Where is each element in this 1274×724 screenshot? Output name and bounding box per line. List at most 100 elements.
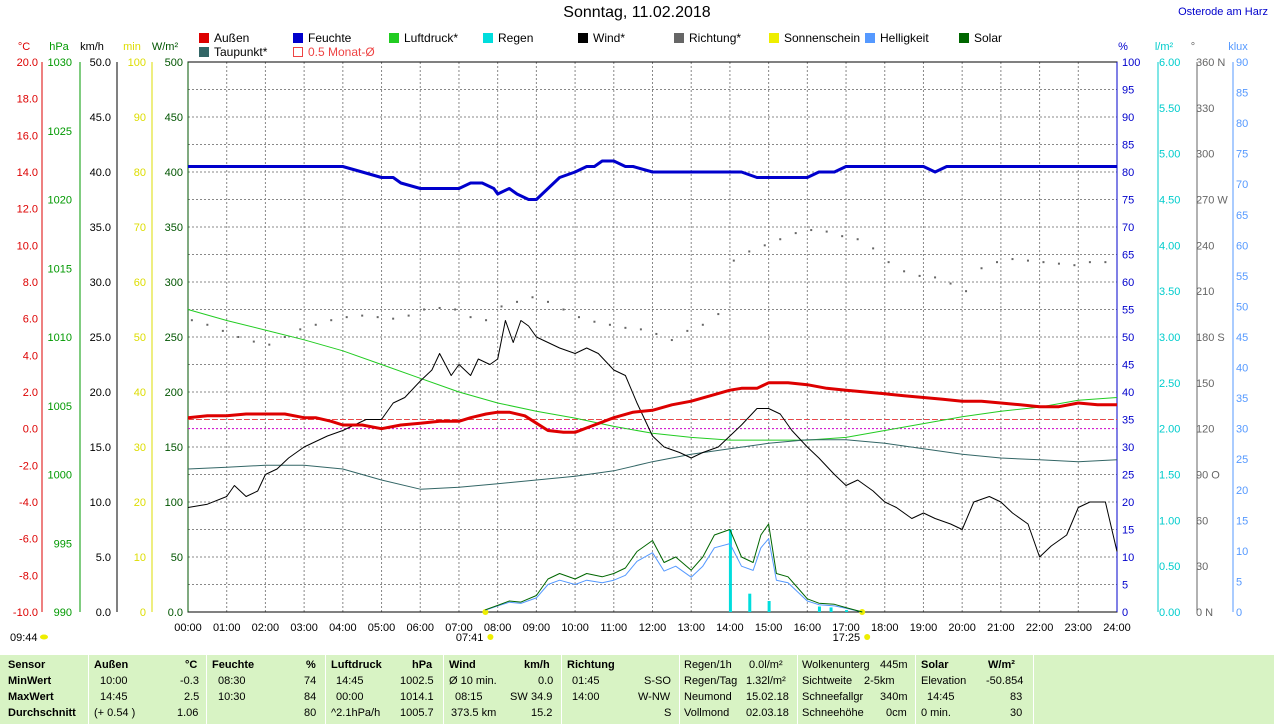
axis-tick-label: 60 bbox=[134, 277, 146, 289]
direction-point bbox=[732, 259, 735, 262]
axis-tick-label: 10.0 bbox=[17, 240, 38, 252]
axis-tick-label: 45.0 bbox=[90, 112, 111, 124]
x-tick-label: 15:00 bbox=[755, 622, 783, 634]
axis-tick-label: 0.0 bbox=[168, 607, 183, 619]
axis-tick-label: 20.0 bbox=[90, 387, 111, 399]
axis-tick-label: 0.50 bbox=[1159, 561, 1180, 573]
stats-label-max: MaxWert bbox=[8, 691, 54, 703]
axis-tick-label: 1000 bbox=[48, 470, 72, 482]
axis-tick-label: 50 bbox=[134, 332, 146, 344]
stats-rain-day-label: Regen/Tag bbox=[684, 675, 738, 687]
direction-point bbox=[361, 314, 364, 317]
stats-dir-min: S-SO bbox=[644, 675, 671, 687]
axis-dir: 360 N 330 300 270 W 240 210 180 S 150 120 90 O 60 3… bbox=[1191, 41, 1229, 619]
axis-tick-label: 15 bbox=[1236, 515, 1248, 527]
direction-point bbox=[825, 230, 828, 233]
axis-tick-label: 70 bbox=[1122, 222, 1134, 234]
axis-tick-label: 210 bbox=[1196, 286, 1214, 298]
direction-point bbox=[345, 316, 348, 319]
axis-tick-label: 0 bbox=[140, 607, 146, 619]
axis-tick-label: 40 bbox=[134, 387, 146, 399]
direction-point bbox=[454, 308, 457, 311]
direction-point bbox=[918, 274, 921, 277]
direction-point bbox=[1026, 259, 1029, 262]
direction-point bbox=[701, 323, 704, 326]
direction-point bbox=[485, 319, 488, 322]
axis-tick-label: 995 bbox=[54, 538, 72, 550]
axis-tick-label: 50 bbox=[171, 552, 183, 564]
series-feuchte bbox=[188, 159, 1117, 201]
stats-hum-max: 84 bbox=[304, 691, 317, 703]
x-tick-label: 01:00 bbox=[213, 622, 241, 634]
legend-label: Solar bbox=[974, 31, 1003, 45]
sunset-icon bbox=[864, 634, 871, 640]
stats-press-min-time: 14:45 bbox=[336, 675, 364, 687]
stats-solar-max: 83 bbox=[1010, 691, 1023, 703]
station-location-link[interactable]: Osterode am Harz bbox=[1178, 6, 1268, 18]
x-tick-label: 13:00 bbox=[677, 622, 705, 634]
x-tick-label: 10:00 bbox=[561, 622, 589, 634]
legend-item-au-en: Außen bbox=[199, 31, 249, 45]
stats-rain-1h: 0.0l/m² bbox=[749, 659, 783, 671]
axis-tick-label: 500 bbox=[165, 57, 183, 69]
x-tick-label: 19:00 bbox=[910, 622, 938, 634]
direction-point bbox=[516, 300, 519, 303]
legend-label: Regen bbox=[498, 31, 534, 45]
axis-tick-label: -8.0 bbox=[19, 570, 38, 582]
axis-tick-label: 40.0 bbox=[90, 167, 111, 179]
stats-header-wind: Wind bbox=[449, 659, 476, 671]
stats-press-max: 1014.1 bbox=[400, 691, 434, 703]
series-wind bbox=[187, 320, 1118, 558]
axis-tick-label: 150 bbox=[165, 442, 183, 454]
stats-temp-deviation: (+ 0.54 ) bbox=[94, 707, 136, 719]
stats-header-humidity: Feuchte bbox=[212, 659, 255, 671]
axis-tick-label: 45 bbox=[1236, 332, 1248, 344]
axis-tick-label: 70 bbox=[1236, 179, 1248, 191]
axis-tick-label: 0 bbox=[1122, 607, 1128, 619]
axis-tick-label: 270 W bbox=[1196, 195, 1228, 207]
axis-tick-label: 75 bbox=[1122, 195, 1134, 207]
axis-tick-label: 60 bbox=[1196, 515, 1208, 527]
plot-grid bbox=[188, 62, 1117, 612]
axis-tick-label: 10 bbox=[134, 552, 146, 564]
x-axis-labels: 00:00 01:00 02:00 03:00 04:00 05:00 06:00 07:00… bbox=[174, 622, 1131, 634]
axis-tick-label: 5 bbox=[1236, 576, 1242, 588]
axis-tick-label: 2.50 bbox=[1159, 378, 1180, 390]
stats-snowdepth-label: Schneehöhe bbox=[802, 707, 864, 719]
axis-tick-label: 15.0 bbox=[90, 442, 111, 454]
stats-unit-temp: °C bbox=[185, 659, 198, 671]
stats-dir-max: W-NW bbox=[638, 691, 671, 703]
direction-point bbox=[392, 317, 395, 320]
stats-wind-max-dir: SW bbox=[510, 691, 528, 703]
rain-bar bbox=[845, 610, 849, 612]
legend-item-0-5-monat: 0.5 Monat-Ø bbox=[293, 45, 375, 59]
axis-tick-label: 5.00 bbox=[1159, 149, 1180, 161]
stats-wind-run: 373.5 km bbox=[451, 707, 497, 719]
direction-point bbox=[531, 296, 534, 299]
stats-header-sensor: Sensor bbox=[8, 659, 46, 671]
legend-item-helligkeit: Helligkeit bbox=[865, 31, 929, 45]
stats-solar-avg: 30 bbox=[1010, 707, 1023, 719]
axis-tick-label: 1.00 bbox=[1159, 515, 1180, 527]
stats-unit-solar: W/m² bbox=[988, 659, 1015, 671]
axis-unit-label: min bbox=[123, 41, 141, 53]
direction-point bbox=[190, 319, 193, 322]
axis-tick-label: 200 bbox=[165, 387, 183, 399]
stats-hum-max-time: 10:30 bbox=[218, 691, 246, 703]
axis-rain: 6.00 5.50 5.00 4.50 4.00 3.50 3.00 2.50 2.00 1.50… bbox=[1155, 41, 1181, 619]
legend-label: Taupunkt* bbox=[214, 45, 268, 59]
direction-point bbox=[624, 326, 627, 329]
legend-item-feuchte: Feuchte bbox=[293, 31, 351, 45]
x-tick-label: 18:00 bbox=[871, 622, 899, 634]
axis-tick-label: 20 bbox=[1236, 485, 1248, 497]
series-helligkeit bbox=[485, 538, 863, 613]
axis-tick-label: 5.0 bbox=[96, 552, 111, 564]
legend-swatch bbox=[674, 33, 684, 43]
stats-fullmoon: 02.03.18 bbox=[746, 707, 789, 719]
direction-point bbox=[577, 316, 580, 319]
axis-tick-label: 18.0 bbox=[17, 94, 38, 106]
axis-tick-label: 1005 bbox=[48, 401, 72, 413]
axis-hum: 1009590858075706560555045403530252015105… bbox=[1116, 41, 1140, 619]
stats-press-max-time: 00:00 bbox=[336, 691, 364, 703]
direction-point bbox=[423, 308, 426, 311]
